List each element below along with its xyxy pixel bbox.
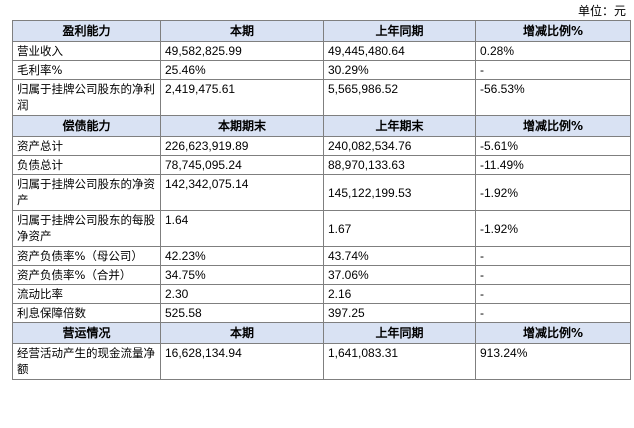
change-value: -56.53% [475, 79, 631, 116]
table-row: 经营活动产生的现金流量净额 16,628,134.94 1,641,083.31… [12, 343, 631, 380]
change-value: 0.28% [475, 41, 631, 61]
row-label: 流动比率 [12, 284, 161, 304]
prior-value: 49,445,480.64 [323, 41, 476, 61]
prior-value: 30.29% [323, 60, 476, 80]
table-row: 归属于挂牌公司股东的净利润 2,419,475.61 5,565,986.52 … [12, 79, 631, 116]
row-label: 归属于挂牌公司股东的每股净资产 [12, 210, 161, 247]
current-value: 78,745,095.24 [160, 155, 324, 175]
table-row: 归属于挂牌公司股东的净资产 142,342,075.14 145,122,199… [12, 174, 631, 211]
profit-header-row: 盈利能力 本期 上年同期 增减比例% [12, 20, 631, 42]
current-value: 142,342,075.14 [160, 174, 324, 211]
table-row: 流动比率 2.30 2.16 - [12, 284, 631, 304]
profit-header-current: 本期 [160, 20, 324, 42]
row-label: 归属于挂牌公司股东的净利润 [12, 79, 161, 116]
table-row: 营业收入 49,582,825.99 49,445,480.64 0.28% [12, 41, 631, 61]
operations-header-row: 营运情况 本期 上年同期 增减比例% [12, 322, 631, 344]
table-row: 资产负债率%（母公司） 42.23% 43.74% - [12, 246, 631, 266]
prior-value: 145,122,199.53 [323, 174, 476, 211]
operations-header-change: 增减比例% [475, 322, 631, 344]
change-value: -5.61% [475, 136, 631, 156]
prior-value: 397.25 [323, 303, 476, 323]
profit-header-label: 盈利能力 [12, 20, 161, 42]
row-label: 负债总计 [12, 155, 161, 175]
solvency-header-prior: 上年期末 [323, 115, 476, 137]
profit-header-prior: 上年同期 [323, 20, 476, 42]
operations-header-prior: 上年同期 [323, 322, 476, 344]
prior-value: 2.16 [323, 284, 476, 304]
current-value: 525.58 [160, 303, 324, 323]
prior-value: 1.67 [323, 210, 476, 247]
change-value: - [475, 246, 631, 266]
change-value: 913.24% [475, 343, 631, 380]
row-label: 经营活动产生的现金流量净额 [12, 343, 161, 380]
current-value: 2.30 [160, 284, 324, 304]
table-row: 负债总计 78,745,095.24 88,970,133.63 -11.49% [12, 155, 631, 175]
change-value: - [475, 284, 631, 304]
current-value: 49,582,825.99 [160, 41, 324, 61]
current-value: 42.23% [160, 246, 324, 266]
solvency-header-change: 增减比例% [475, 115, 631, 137]
change-value: -11.49% [475, 155, 631, 175]
current-value: 2,419,475.61 [160, 79, 324, 116]
operations-header-label: 营运情况 [12, 322, 161, 344]
change-value: - [475, 265, 631, 285]
table-row: 资产负债率%（合并） 34.75% 37.06% - [12, 265, 631, 285]
current-value: 25.46% [160, 60, 324, 80]
operations-header-current: 本期 [160, 322, 324, 344]
solvency-header-label: 偿债能力 [12, 115, 161, 137]
current-value: 34.75% [160, 265, 324, 285]
row-label: 资产总计 [12, 136, 161, 156]
profit-header-change: 增减比例% [475, 20, 631, 42]
change-value: - [475, 60, 631, 80]
current-value: 1.64 [160, 210, 324, 247]
row-label: 营业收入 [12, 41, 161, 61]
change-value: -1.92% [475, 174, 631, 211]
change-value: -1.92% [475, 210, 631, 247]
current-value: 16,628,134.94 [160, 343, 324, 380]
prior-value: 43.74% [323, 246, 476, 266]
row-label: 毛利率% [12, 60, 161, 80]
prior-value: 88,970,133.63 [323, 155, 476, 175]
change-value: - [475, 303, 631, 323]
financial-table: 盈利能力 本期 上年同期 增减比例% 营业收入 49,582,825.99 49… [12, 20, 631, 380]
current-value: 226,623,919.89 [160, 136, 324, 156]
solvency-header-current: 本期期末 [160, 115, 324, 137]
prior-value: 5,565,986.52 [323, 79, 476, 116]
table-row: 资产总计 226,623,919.89 240,082,534.76 -5.61… [12, 136, 631, 156]
row-label: 利息保障倍数 [12, 303, 161, 323]
row-label: 归属于挂牌公司股东的净资产 [12, 174, 161, 211]
prior-value: 1,641,083.31 [323, 343, 476, 380]
table-row: 毛利率% 25.46% 30.29% - [12, 60, 631, 80]
prior-value: 37.06% [323, 265, 476, 285]
row-label: 资产负债率%（母公司） [12, 246, 161, 266]
table-row: 利息保障倍数 525.58 397.25 - [12, 303, 631, 323]
solvency-header-row: 偿债能力 本期期末 上年期末 增减比例% [12, 115, 631, 137]
row-label: 资产负债率%（合并） [12, 265, 161, 285]
prior-value: 240,082,534.76 [323, 136, 476, 156]
table-row: 归属于挂牌公司股东的每股净资产 1.64 1.67 -1.92% [12, 210, 631, 247]
unit-label: 单位：元 [577, 4, 626, 18]
